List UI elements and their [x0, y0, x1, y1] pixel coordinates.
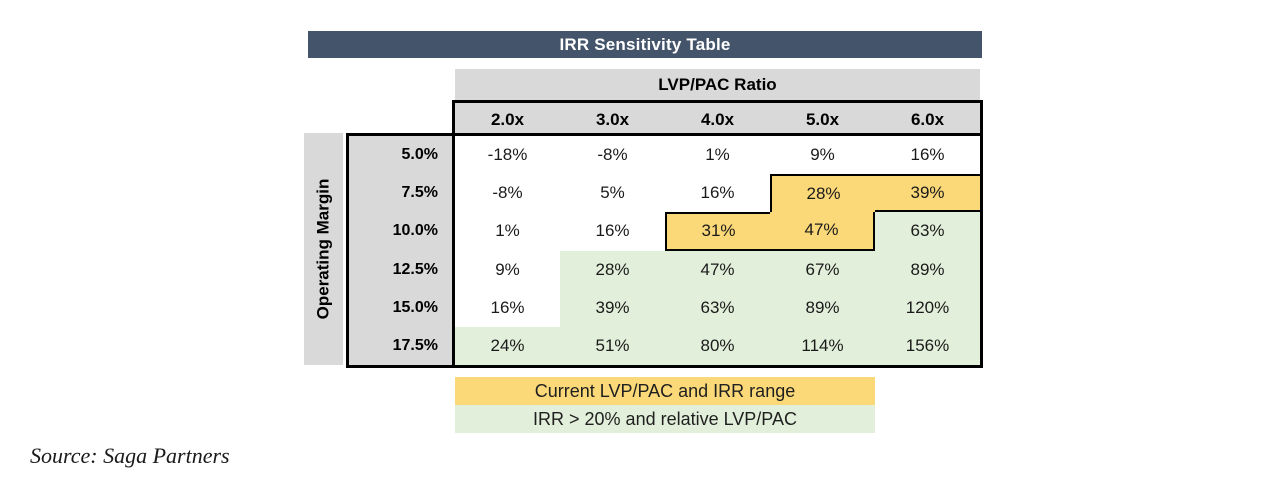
x-tick: 3.0x [595, 109, 630, 129]
data-cell: 9% [810, 145, 835, 165]
x-tick: 2.0x [490, 109, 525, 129]
data-cell: 24% [455, 326, 560, 365]
data-cell: 39% [875, 174, 980, 213]
x-axis-label: LVP/PAC Ratio [455, 69, 980, 100]
sensitivity-matrix: -18% -8% 1% 9% 16% -8% 5% 16% 28% 39% 1% 16% 31% 47% 6… [452, 133, 983, 368]
data-cell: 120% [875, 288, 980, 327]
x-tick-row: 2.0x 3.0x 4.0x 5.0x 6.0x [452, 100, 983, 136]
data-cell: 39% [560, 288, 665, 327]
data-cell: 47% [665, 250, 770, 289]
data-cell: 28% [770, 174, 875, 213]
data-cell: 16% [700, 183, 735, 203]
y-tick: 5.0% [401, 146, 438, 164]
data-cell: 1% [705, 145, 730, 165]
data-cell: 31% [665, 212, 770, 251]
data-cell: 89% [770, 288, 875, 327]
y-tick: 12.5% [392, 260, 438, 278]
data-cell: 114% [770, 326, 875, 365]
y-tick: 15.0% [392, 298, 438, 316]
data-cell: 47% [770, 212, 875, 251]
y-axis-label-text: Operating Margin [313, 178, 333, 320]
y-tick: 17.5% [392, 336, 438, 354]
data-cell: 63% [665, 288, 770, 327]
x-tick: 6.0x [910, 109, 945, 129]
data-cell: 9% [495, 259, 520, 279]
data-cell: -8% [492, 183, 523, 203]
y-tick: 10.0% [392, 222, 438, 240]
data-cell: 67% [770, 250, 875, 289]
x-tick: 4.0x [700, 109, 735, 129]
data-cell: 80% [665, 326, 770, 365]
data-cell: 16% [910, 145, 945, 165]
data-cell: 16% [595, 221, 630, 241]
legend-item-current-range: Current LVP/PAC and IRR range [455, 377, 875, 405]
data-cell: 1% [495, 221, 520, 241]
table-title: IRR Sensitivity Table [308, 31, 982, 58]
data-cell: 63% [875, 212, 980, 251]
data-cell: 156% [875, 326, 980, 365]
source-note: Source: Saga Partners [30, 443, 230, 468]
y-tick: 7.5% [401, 184, 438, 202]
data-cell: -18% [487, 145, 528, 165]
data-cell: -8% [597, 145, 628, 165]
data-cell: 89% [875, 250, 980, 289]
data-cell: 28% [560, 250, 665, 289]
data-cell: 5% [600, 183, 625, 203]
data-cell: 51% [560, 326, 665, 365]
y-tick-column: 5.0% 7.5% 10.0% 12.5% 15.0% 17.5% [346, 133, 455, 368]
legend-item-irr-over-20: IRR > 20% and relative LVP/PAC [455, 405, 875, 433]
legend: Current LVP/PAC and IRR range IRR > 20% … [455, 377, 875, 433]
y-axis-label: Operating Margin [304, 133, 343, 365]
data-cell: 16% [490, 297, 525, 317]
x-tick: 5.0x [805, 109, 840, 129]
